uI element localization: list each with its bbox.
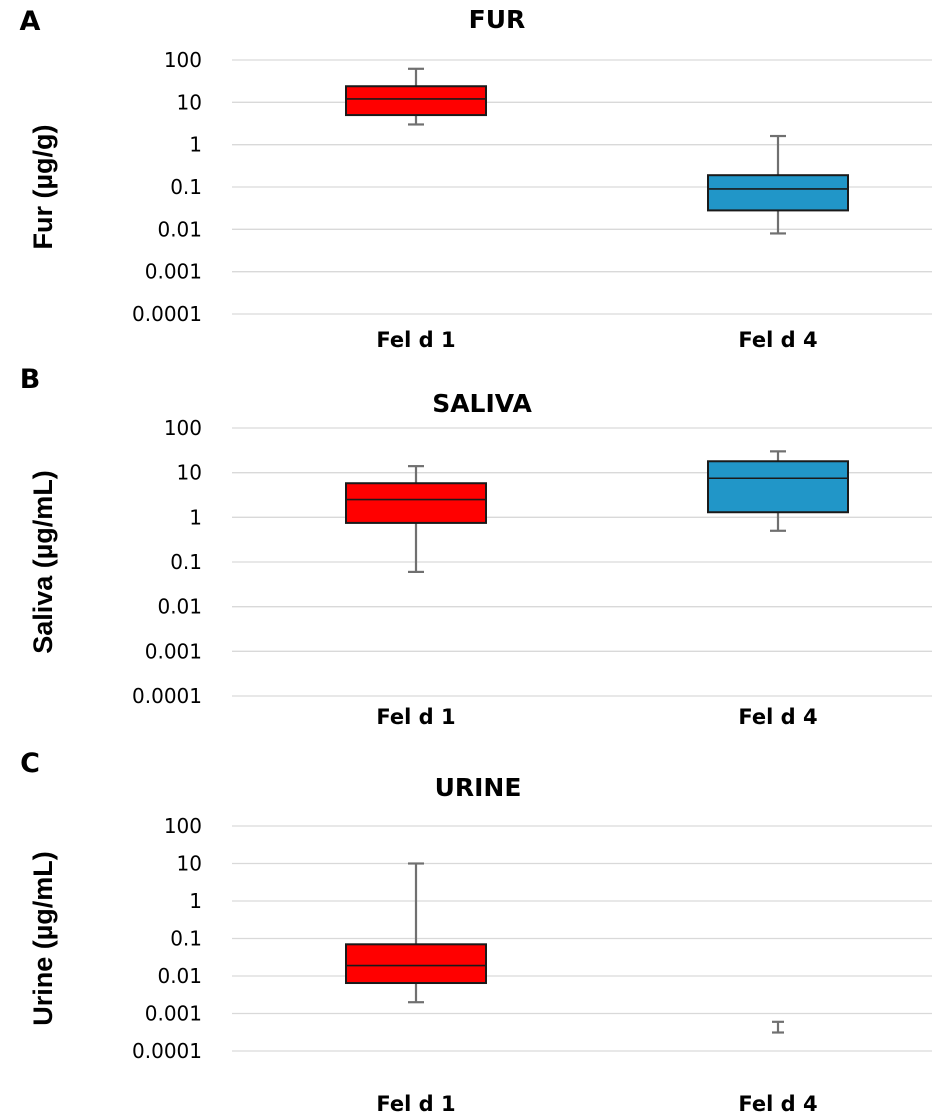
y-tick-label: 0.1 [170, 927, 202, 951]
y-tick-label: 0.0001 [132, 302, 202, 326]
category-label: Fel d 4 [738, 1092, 817, 1116]
box-fel-d-4 [707, 174, 849, 212]
y-tick-label: 0.001 [145, 260, 202, 284]
y-tick-label: 1 [189, 505, 202, 529]
y-axis-title: Saliva (µg/mL) [28, 470, 58, 654]
chart-title: FUR [469, 5, 526, 34]
y-tick-label: 0.01 [157, 595, 202, 619]
y-tick-label: 100 [164, 416, 202, 440]
box-fel-d-1 [345, 943, 487, 985]
y-tick-label: 1 [189, 889, 202, 913]
box-fel-d-4 [707, 460, 849, 514]
y-tick-label: 0.0001 [132, 684, 202, 708]
y-tick-label: 0.1 [170, 175, 202, 199]
y-axis-title: Urine (µg/mL) [28, 851, 58, 1026]
y-tick-label: 0.01 [157, 964, 202, 988]
y-tick-label: 10 [177, 461, 202, 485]
chart-title: SALIVA [432, 389, 532, 418]
y-tick-label: 0.001 [145, 639, 202, 663]
y-tick-label: 0.01 [157, 217, 202, 241]
chart-title: URINE [435, 773, 522, 802]
panel-letter: C [20, 748, 40, 779]
category-label: Fel d 4 [738, 705, 817, 729]
y-axis-title: Fur (µg/g) [28, 124, 58, 249]
category-label: Fel d 1 [376, 1092, 455, 1116]
y-tick-label: 1 [189, 133, 202, 157]
y-tick-label: 0.001 [145, 1002, 202, 1026]
panel-letter: B [20, 364, 41, 395]
category-label: Fel d 1 [376, 705, 455, 729]
y-tick-label: 0.0001 [132, 1039, 202, 1063]
y-tick-label: 100 [164, 814, 202, 838]
box-fel-d-1 [345, 482, 487, 524]
y-tick-label: 10 [177, 852, 202, 876]
panel-letter: A [20, 6, 41, 37]
box-fel-d-1 [345, 85, 487, 117]
category-label: Fel d 1 [376, 328, 455, 352]
y-tick-label: 100 [164, 48, 202, 72]
category-label: Fel d 4 [738, 328, 817, 352]
y-tick-label: 10 [177, 90, 202, 114]
y-tick-label: 0.1 [170, 550, 202, 574]
